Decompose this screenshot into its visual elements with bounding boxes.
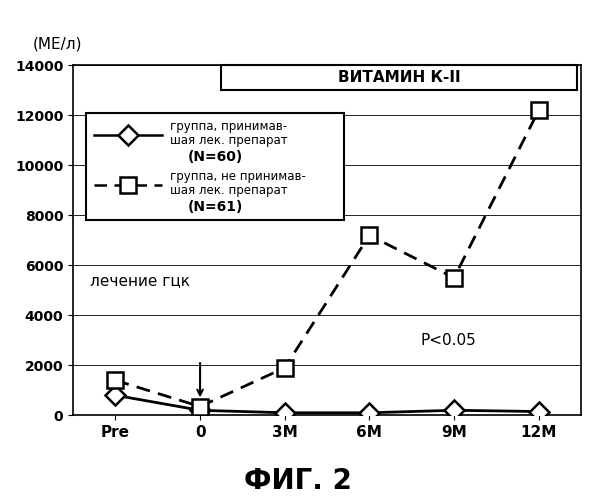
Text: группа, принимав-: группа, принимав- — [170, 120, 288, 133]
Text: ВИТАМИН К-II: ВИТАМИН К-II — [338, 70, 460, 86]
Text: лечение гцк: лечение гцк — [90, 273, 190, 288]
Text: шая лек. препарат: шая лек. препарат — [170, 134, 288, 147]
Bar — [86, 113, 344, 220]
Text: шая лек. препарат: шая лек. препарат — [170, 184, 288, 197]
Text: (N=61): (N=61) — [187, 200, 243, 213]
Text: ФИГ. 2: ФИГ. 2 — [244, 467, 352, 495]
Text: (МЕ/л): (МЕ/л) — [32, 36, 82, 52]
Text: группа, не принимав-: группа, не принимав- — [170, 170, 306, 183]
Bar — [221, 66, 577, 90]
Text: (N=60): (N=60) — [187, 150, 243, 164]
Text: P<0.05: P<0.05 — [420, 333, 476, 348]
